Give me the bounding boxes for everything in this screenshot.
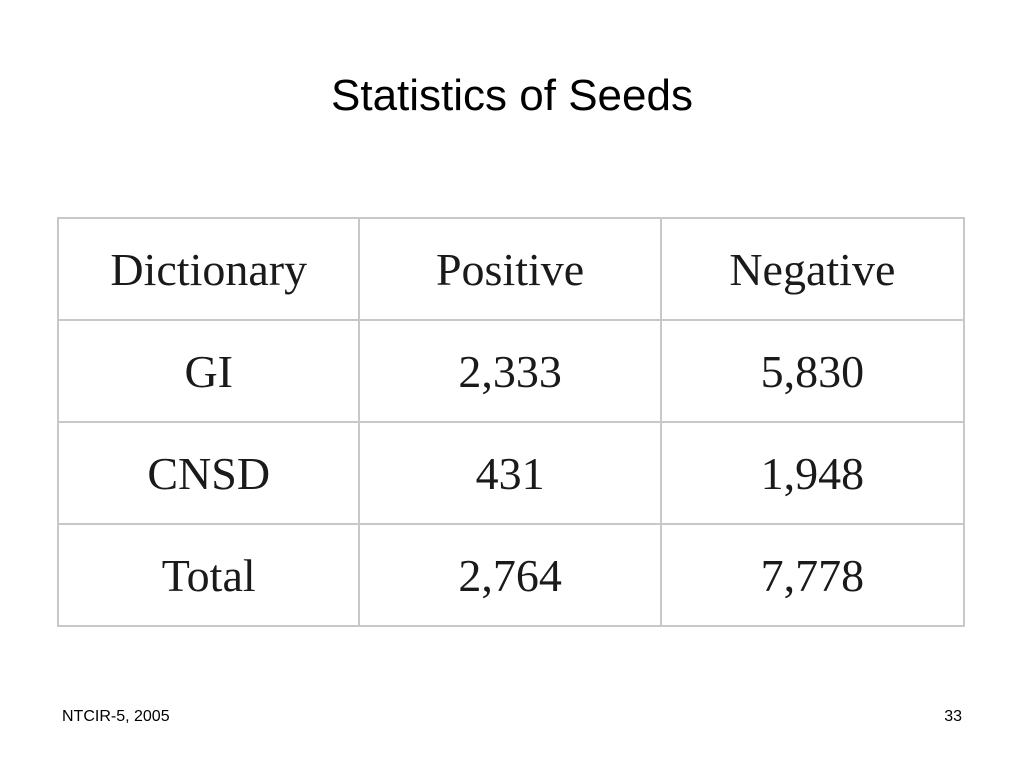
cell-positive: 431 bbox=[358, 421, 662, 525]
table-row: CNSD 431 1,948 bbox=[56, 421, 966, 525]
cell-negative: 1,948 bbox=[659, 421, 966, 525]
footer-page-number: 33 bbox=[944, 708, 962, 725]
seed-statistics-table: Dictionary Positive Negative GI 2,333 5,… bbox=[56, 217, 966, 627]
cell-positive: 2,333 bbox=[358, 319, 662, 423]
table-row-total: Total 2,764 7,778 bbox=[56, 523, 966, 627]
table-row: GI 2,333 5,830 bbox=[56, 319, 966, 423]
cell-dictionary: GI bbox=[56, 319, 361, 423]
header-negative: Negative bbox=[659, 217, 966, 321]
header-positive: Positive bbox=[358, 217, 662, 321]
cell-dictionary: Total bbox=[56, 523, 361, 627]
header-dictionary: Dictionary bbox=[56, 217, 361, 321]
footer-conference: NTCIR-5, 2005 bbox=[62, 708, 170, 725]
cell-positive: 2,764 bbox=[358, 523, 662, 627]
cell-dictionary: CNSD bbox=[56, 421, 361, 525]
slide-title: Statistics of Seeds bbox=[331, 71, 693, 120]
cell-negative: 5,830 bbox=[659, 319, 966, 423]
table-header-row: Dictionary Positive Negative bbox=[56, 217, 966, 321]
cell-negative: 7,778 bbox=[659, 523, 966, 627]
